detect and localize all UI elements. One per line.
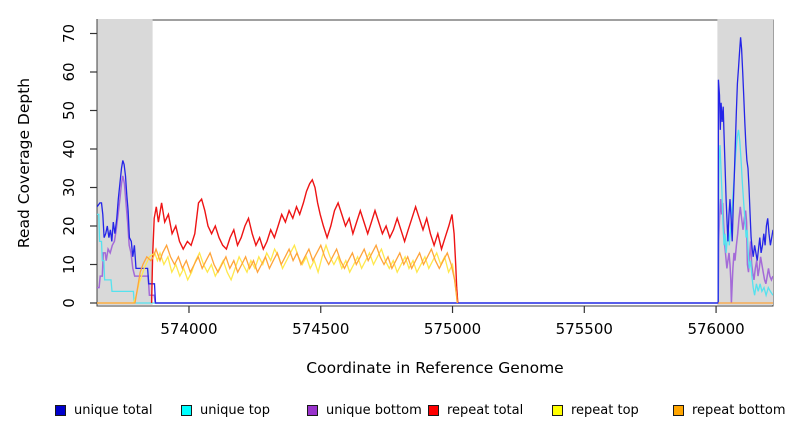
legend-swatch-repeat-top (552, 404, 563, 416)
legend-label: unique bottom (326, 402, 422, 418)
x-axis-title: Coordinate in Reference Genome (306, 359, 564, 377)
y-axis-title: Read Coverage Depth (15, 77, 33, 249)
y-tick-label: 70 (60, 24, 78, 43)
series-line-unique-top (97, 129, 773, 304)
x-tick-label: 576000 (687, 320, 744, 338)
x-tick-label: 574000 (160, 320, 217, 338)
series-line-repeat-bottom (97, 243, 458, 304)
legend-label: repeat top (571, 402, 639, 418)
x-tick-label: 574500 (292, 320, 349, 338)
y-tick-label: 50 (60, 101, 78, 120)
series-line-repeat-total (150, 178, 459, 304)
y-tick-label: 60 (60, 62, 78, 81)
x-tick-label: 575500 (556, 320, 613, 338)
legend-item-repeat-bottom: repeat bottom (673, 402, 786, 418)
series-line-unique-total (97, 37, 773, 304)
legend-item-repeat-top: repeat top (552, 402, 639, 418)
y-tick-label: 30 (60, 178, 78, 197)
legend-item-unique-total: unique total (55, 402, 153, 418)
series-line-unique-bottom (97, 175, 773, 304)
x-tick-label: 575000 (424, 320, 481, 338)
legend-swatch-unique-bottom (307, 404, 318, 416)
legend-item-unique-top: unique top (181, 402, 271, 418)
legend-item-unique-bottom: unique bottom (307, 402, 422, 418)
legend-label: unique top (200, 402, 271, 418)
y-tick-label: 20 (60, 216, 78, 235)
series-line-repeat-top (97, 243, 458, 304)
y-tick-label: 10 (60, 255, 78, 274)
legend-label: repeat bottom (692, 402, 786, 418)
legend-swatch-repeat-bottom (673, 404, 684, 416)
legend-swatch-unique-total (55, 404, 66, 416)
legend-label: unique total (74, 402, 153, 418)
plot-box (96, 19, 774, 307)
legend-label: repeat total (447, 402, 524, 418)
highlight-band (717, 19, 773, 305)
legend-item-repeat-total: repeat total (428, 402, 524, 418)
y-tick-label: 0 (60, 298, 78, 308)
legend-swatch-repeat-total (428, 404, 439, 416)
legend-swatch-unique-top (181, 404, 192, 416)
y-tick-label: 40 (60, 139, 78, 158)
